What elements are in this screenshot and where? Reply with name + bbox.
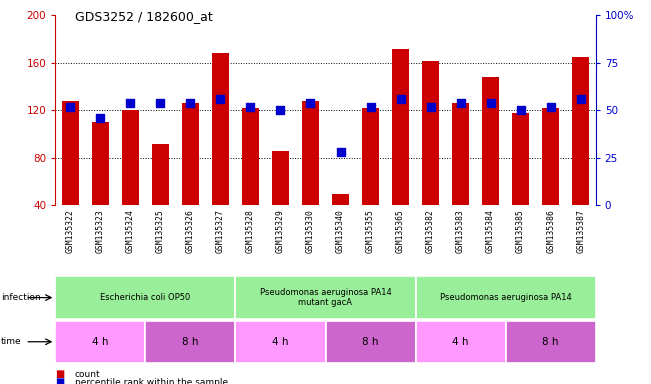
Text: Pseudomonas aeruginosa PA14: Pseudomonas aeruginosa PA14 xyxy=(439,293,572,302)
Bar xyxy=(415,321,506,363)
Bar xyxy=(362,108,379,205)
Bar xyxy=(62,101,79,205)
Bar xyxy=(452,103,469,205)
Point xyxy=(95,115,105,121)
Text: count: count xyxy=(75,370,100,379)
Text: 4 h: 4 h xyxy=(92,337,109,347)
Bar xyxy=(236,276,415,319)
Bar xyxy=(415,276,596,319)
Bar xyxy=(326,321,415,363)
Bar xyxy=(212,53,229,205)
Point xyxy=(215,96,226,102)
Point xyxy=(275,107,286,114)
Text: GSM135340: GSM135340 xyxy=(336,209,345,253)
Bar xyxy=(122,111,139,205)
Bar xyxy=(152,144,169,205)
Text: 8 h: 8 h xyxy=(182,337,199,347)
Text: GSM135383: GSM135383 xyxy=(456,209,465,253)
Point xyxy=(575,96,586,102)
Text: 8 h: 8 h xyxy=(362,337,379,347)
Text: GSM135384: GSM135384 xyxy=(486,209,495,253)
Point xyxy=(546,104,556,110)
Text: GSM135329: GSM135329 xyxy=(276,209,285,253)
Bar xyxy=(182,103,199,205)
Bar xyxy=(55,276,236,319)
Text: GDS3252 / 182600_at: GDS3252 / 182600_at xyxy=(75,10,213,23)
Point xyxy=(335,149,346,155)
Text: ■: ■ xyxy=(55,377,64,384)
Bar xyxy=(512,113,529,205)
Point xyxy=(456,100,466,106)
Point xyxy=(65,104,76,110)
Point xyxy=(425,104,436,110)
Text: GSM135387: GSM135387 xyxy=(576,209,585,253)
Bar xyxy=(302,101,319,205)
Text: GSM135385: GSM135385 xyxy=(516,209,525,253)
Text: Escherichia coli OP50: Escherichia coli OP50 xyxy=(100,293,191,302)
Bar xyxy=(242,108,258,205)
Point xyxy=(516,107,526,114)
Text: Pseudomonas aeruginosa PA14
mutant gacA: Pseudomonas aeruginosa PA14 mutant gacA xyxy=(260,288,391,307)
Text: GSM135355: GSM135355 xyxy=(366,209,375,253)
Bar xyxy=(572,57,589,205)
Bar xyxy=(422,61,439,205)
Point xyxy=(305,100,316,106)
Text: GSM135328: GSM135328 xyxy=(246,209,255,253)
Text: GSM135324: GSM135324 xyxy=(126,209,135,253)
Text: GSM135386: GSM135386 xyxy=(546,209,555,253)
Point xyxy=(486,100,496,106)
Text: GSM135330: GSM135330 xyxy=(306,209,315,253)
Bar xyxy=(332,194,349,205)
Bar xyxy=(145,321,236,363)
Text: 4 h: 4 h xyxy=(452,337,469,347)
Point xyxy=(186,100,196,106)
Bar xyxy=(55,321,145,363)
Bar xyxy=(482,77,499,205)
Bar xyxy=(393,49,409,205)
Text: GSM135325: GSM135325 xyxy=(156,209,165,253)
Text: 8 h: 8 h xyxy=(542,337,559,347)
Bar xyxy=(506,321,596,363)
Text: GSM135365: GSM135365 xyxy=(396,209,405,253)
Point xyxy=(155,100,165,106)
Point xyxy=(395,96,406,102)
Text: 4 h: 4 h xyxy=(272,337,289,347)
Bar xyxy=(272,151,289,205)
Bar xyxy=(92,122,109,205)
Point xyxy=(245,104,256,110)
Text: ■: ■ xyxy=(55,369,64,379)
Point xyxy=(365,104,376,110)
Text: GSM135326: GSM135326 xyxy=(186,209,195,253)
Text: infection: infection xyxy=(1,293,40,302)
Text: time: time xyxy=(1,337,21,346)
Text: GSM135323: GSM135323 xyxy=(96,209,105,253)
Text: percentile rank within the sample: percentile rank within the sample xyxy=(75,377,228,384)
Text: GSM135322: GSM135322 xyxy=(66,209,75,253)
Text: GSM135382: GSM135382 xyxy=(426,209,435,253)
Text: GSM135327: GSM135327 xyxy=(216,209,225,253)
Point xyxy=(125,100,135,106)
Bar xyxy=(236,321,326,363)
Bar xyxy=(542,108,559,205)
